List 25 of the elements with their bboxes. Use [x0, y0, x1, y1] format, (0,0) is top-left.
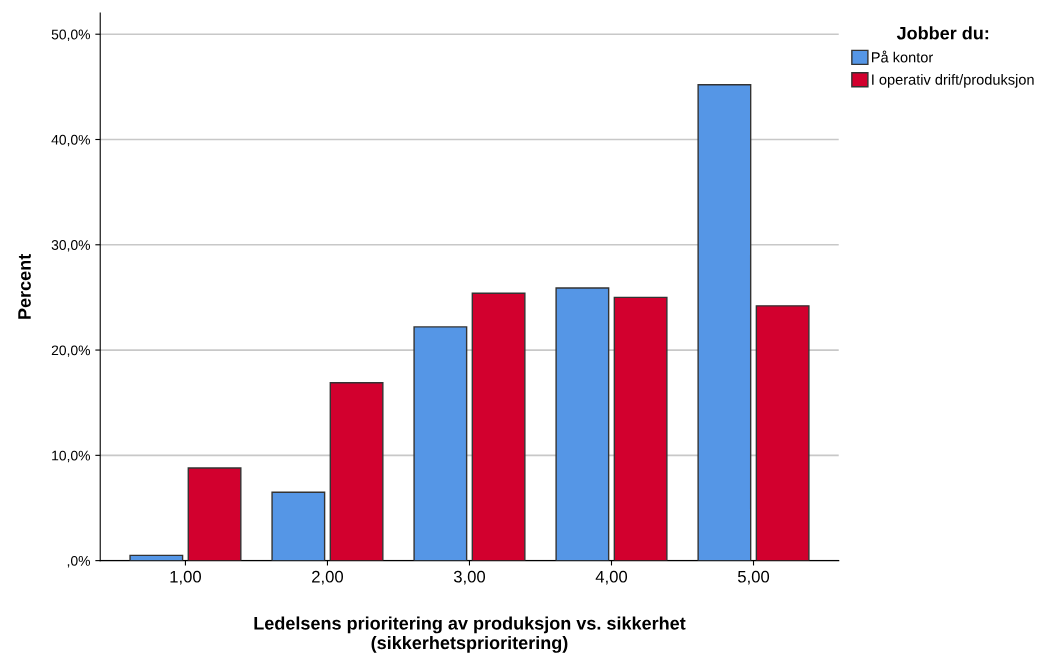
- x-axis-title: Ledelsens prioritering av produksjon vs. sikkerhet (sikkerhetsprioritering): [254, 616, 686, 653]
- y-tick-label: 30,0%: [51, 240, 91, 252]
- x-tick-label: 3,00: [453, 570, 486, 585]
- bar: [187, 467, 242, 561]
- bar: [613, 296, 668, 561]
- y-axis-title: Percent: [18, 253, 31, 319]
- x-tick-label: 1,00: [170, 570, 202, 585]
- bar: [271, 491, 326, 561]
- bar: [329, 381, 384, 561]
- x-tick-label: 2,00: [312, 570, 344, 585]
- y-tick-label: 50,0%: [51, 29, 91, 42]
- legend-label: I operativ drift/produksjon: [872, 74, 1034, 88]
- y-tick-label: 20,0%: [51, 345, 91, 357]
- y-tick-label: 40,0%: [51, 134, 91, 147]
- x-tick-label: 5,00: [737, 570, 770, 585]
- legend-label: På kontor: [872, 50, 933, 63]
- bar: [413, 326, 468, 561]
- bar: [697, 84, 752, 561]
- x-tick-label: 4,00: [595, 570, 628, 585]
- bar: [471, 292, 526, 561]
- y-tick-label: 10,0%: [52, 450, 91, 463]
- y-tick-label: ,0%: [67, 555, 91, 568]
- bar: [555, 287, 610, 561]
- bar: [755, 305, 810, 561]
- legend-title: Jobber du:: [896, 26, 989, 40]
